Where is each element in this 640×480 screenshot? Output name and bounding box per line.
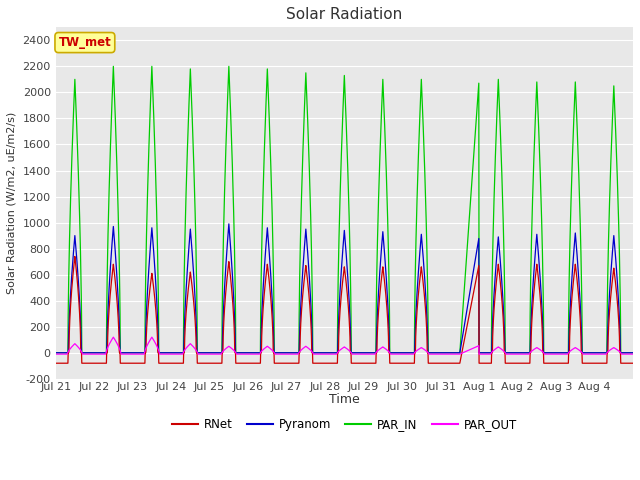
Text: TW_met: TW_met: [58, 36, 111, 49]
Y-axis label: Solar Radiation (W/m2, uE/m2/s): Solar Radiation (W/m2, uE/m2/s): [7, 112, 17, 294]
Title: Solar Radiation: Solar Radiation: [286, 7, 403, 22]
Legend: RNet, Pyranom, PAR_IN, PAR_OUT: RNet, Pyranom, PAR_IN, PAR_OUT: [167, 414, 522, 436]
X-axis label: Time: Time: [329, 393, 360, 406]
